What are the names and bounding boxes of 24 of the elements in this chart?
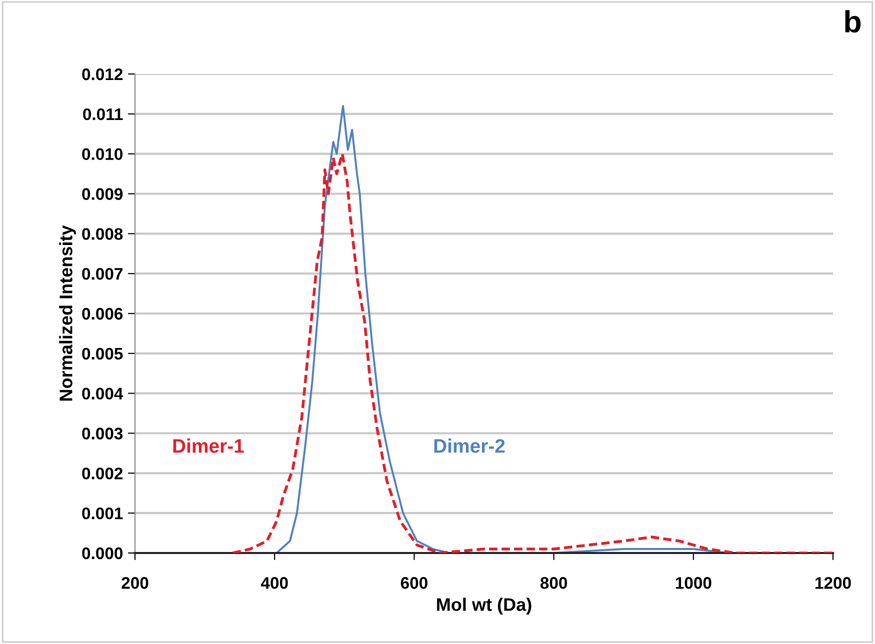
x-tick-label: 200 [122,577,148,589]
y-tick-label: 0.011 [83,108,123,120]
text: Dimer-1 [173,438,244,453]
y-tick-label: 0.006 [82,308,123,320]
y-tick-label: 0.012 [82,68,123,80]
y-tick-label: 0.001 [82,507,123,520]
x-tick-label: 400 [260,577,288,589]
x-tick-label: 600 [400,577,428,589]
x-tick-label: 800 [540,577,568,589]
y-tick-label: 0.007 [82,268,122,280]
text: b [845,10,861,33]
y-tick-label: 0.010 [82,148,123,160]
x-tick-label: 1000 [676,577,712,589]
x-tick-label: 1200 [816,577,851,589]
y-tick-label: 0.000 [82,547,123,560]
x-axis-title: Mol wt (Da) [437,598,532,615]
y-tick-label: 0.002 [82,468,123,480]
y-tick-label: 0.005 [82,348,123,360]
y-axis-title: Normalized Intensity [59,225,76,401]
y-tick-label: 0.004 [82,388,124,400]
text: Dimer-2 [434,438,505,453]
y-tick-label: 0.009 [82,188,123,200]
y-tick-label: 0.008 [82,228,123,240]
y-tick-label: 0.003 [82,428,123,440]
